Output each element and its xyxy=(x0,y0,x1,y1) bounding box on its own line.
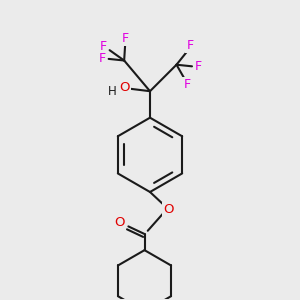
Text: F: F xyxy=(99,52,106,65)
Text: F: F xyxy=(183,78,190,91)
Text: H: H xyxy=(107,85,116,98)
Text: F: F xyxy=(122,32,129,45)
Text: O: O xyxy=(164,203,174,216)
Text: F: F xyxy=(100,40,107,53)
Text: O: O xyxy=(114,215,124,229)
Text: F: F xyxy=(187,39,194,52)
Text: F: F xyxy=(195,60,202,73)
Text: O: O xyxy=(120,82,130,94)
